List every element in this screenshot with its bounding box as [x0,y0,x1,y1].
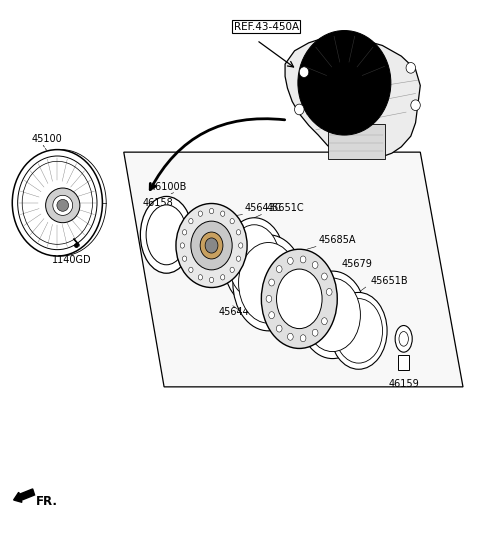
Text: 45643C: 45643C [245,204,282,213]
Ellipse shape [312,261,318,268]
Text: 46100B: 46100B [150,182,187,192]
Ellipse shape [300,271,366,358]
Ellipse shape [230,218,234,224]
Ellipse shape [200,232,223,259]
Ellipse shape [18,156,97,250]
Ellipse shape [288,258,293,265]
Ellipse shape [269,279,275,286]
Circle shape [298,31,391,135]
Ellipse shape [209,209,214,214]
Circle shape [295,104,304,115]
Ellipse shape [198,275,203,280]
Ellipse shape [180,243,184,248]
Text: REF.43-450A: REF.43-450A [234,22,299,32]
Ellipse shape [53,195,72,216]
Ellipse shape [395,326,412,352]
Ellipse shape [326,288,332,295]
Ellipse shape [239,243,243,248]
Ellipse shape [228,225,280,298]
Ellipse shape [261,249,337,348]
Ellipse shape [182,256,187,261]
Ellipse shape [12,150,102,256]
Ellipse shape [335,299,383,363]
Text: FR.: FR. [36,495,58,508]
Text: 45644: 45644 [219,307,250,317]
Ellipse shape [189,218,193,224]
Circle shape [406,63,416,73]
FancyBboxPatch shape [328,124,384,158]
Ellipse shape [22,161,93,244]
Ellipse shape [236,230,240,235]
Circle shape [411,100,420,110]
Ellipse shape [276,269,322,329]
Ellipse shape [205,238,218,253]
Ellipse shape [276,266,282,273]
Text: 45100: 45100 [31,134,62,144]
Ellipse shape [221,275,225,280]
Ellipse shape [266,295,272,302]
Ellipse shape [182,230,187,235]
Ellipse shape [300,335,306,342]
Ellipse shape [176,204,247,287]
Text: 46159: 46159 [388,379,419,389]
Bar [398,355,409,370]
Ellipse shape [46,188,80,223]
Ellipse shape [322,317,327,324]
Ellipse shape [57,199,69,211]
Text: 45651B: 45651B [371,275,408,286]
Ellipse shape [312,329,318,336]
Ellipse shape [236,256,240,261]
Ellipse shape [305,278,360,351]
Ellipse shape [330,293,387,369]
FancyArrow shape [13,489,35,502]
Text: 45679: 45679 [342,259,373,270]
Ellipse shape [140,196,192,273]
Ellipse shape [191,221,232,270]
Ellipse shape [233,235,304,331]
Ellipse shape [300,256,306,263]
Polygon shape [124,152,463,387]
Text: 1140GD: 1140GD [52,254,91,265]
Ellipse shape [276,325,282,332]
Circle shape [300,67,309,78]
Text: 45685A: 45685A [318,236,356,245]
Ellipse shape [146,205,187,265]
Polygon shape [285,37,420,158]
Ellipse shape [209,277,214,282]
Ellipse shape [198,211,203,216]
Ellipse shape [221,211,225,216]
Text: 46158: 46158 [143,198,173,208]
Ellipse shape [322,273,327,280]
Ellipse shape [288,333,293,340]
Ellipse shape [239,243,299,323]
Ellipse shape [189,267,193,273]
Ellipse shape [399,331,408,346]
Ellipse shape [269,312,275,319]
Text: 45651C: 45651C [266,204,304,213]
Ellipse shape [223,218,285,305]
Ellipse shape [230,267,234,273]
